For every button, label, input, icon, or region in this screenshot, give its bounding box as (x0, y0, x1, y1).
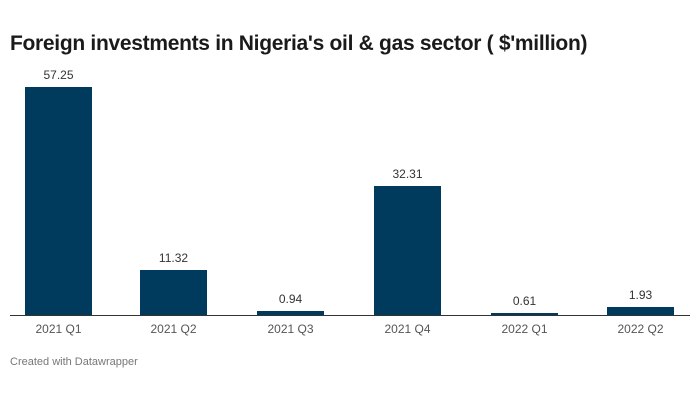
bar-2021-q2 (140, 270, 207, 315)
value-label: 0.94 (278, 292, 303, 306)
value-label: 32.31 (392, 167, 423, 181)
x-axis-baseline (10, 315, 690, 316)
x-tick-label: 2022 Q2 (617, 322, 664, 336)
value-label: 1.93 (628, 288, 653, 302)
bar-2021-q1 (25, 87, 92, 315)
x-tick-label: 2021 Q3 (267, 322, 314, 336)
bar-2021-q4 (374, 186, 441, 315)
x-tick-label: 2021 Q1 (35, 322, 82, 336)
chart-title: Foreign investments in Nigeria's oil & g… (10, 32, 588, 55)
bar-2022-q2 (607, 307, 674, 315)
credit-text: Created with Datawrapper (10, 356, 138, 368)
value-label: 0.61 (512, 294, 537, 308)
x-tick-label: 2022 Q1 (501, 322, 548, 336)
bar-2022-q1 (491, 313, 558, 315)
x-tick-label: 2021 Q2 (150, 322, 197, 336)
x-tick-label: 2021 Q4 (384, 322, 431, 336)
bar-2021-q3 (257, 311, 324, 315)
value-label: 57.25 (43, 68, 74, 82)
value-label: 11.32 (158, 251, 189, 265)
